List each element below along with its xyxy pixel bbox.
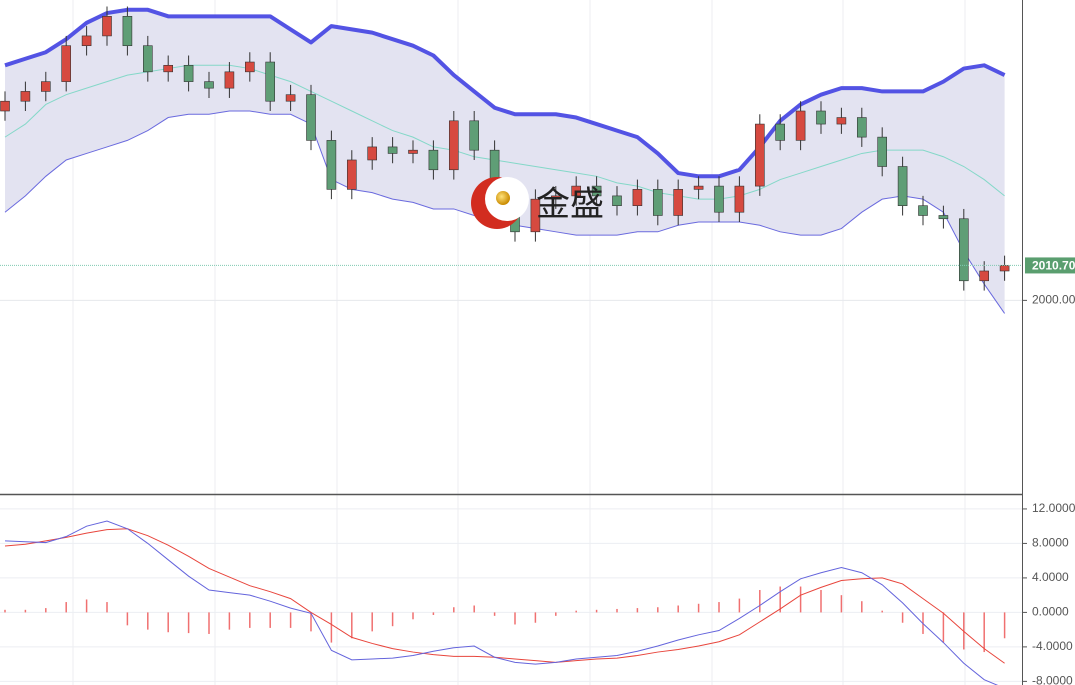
candle-body: [550, 195, 561, 200]
candle-body: [245, 61, 255, 73]
candle-body: [958, 218, 969, 282]
candle-body: [428, 149, 439, 171]
candle-body: [673, 189, 684, 216]
macd-line: [4, 520, 999, 685]
candle-body: [40, 81, 51, 92]
candle-body: [81, 35, 92, 47]
y-tick-label: 12.0000: [1032, 501, 1075, 515]
candle-body: [877, 136, 888, 167]
candle-body: [714, 185, 724, 213]
candle-body: [387, 146, 398, 154]
last-price-label: 2010.70: [1032, 259, 1075, 273]
candle-body: [591, 185, 602, 197]
y-tick-label: 0.0000: [1032, 605, 1069, 619]
candle-body: [102, 16, 112, 37]
y-tick-label: 4.0000: [1032, 570, 1069, 584]
candle-body: [367, 146, 378, 161]
candle-body: [285, 94, 296, 102]
candle-body: [795, 110, 806, 141]
candle-body: [918, 205, 928, 216]
candle-body: [938, 215, 949, 220]
candle-body: [693, 185, 704, 190]
last-price-tag: [1025, 257, 1075, 274]
watermark: 金盛: [471, 177, 604, 229]
candle-body: [652, 189, 663, 216]
candle-body: [265, 61, 276, 102]
candle-body: [999, 265, 1010, 272]
candle-body: [897, 166, 908, 206]
signal-line: [4, 528, 1005, 664]
candle-body: [20, 91, 31, 102]
candle-body: [0, 100, 10, 112]
watermark-text: 金盛: [536, 185, 604, 225]
y-tick-label: -4.0000: [1032, 639, 1073, 653]
candle-body: [612, 195, 622, 206]
candle-body: [571, 185, 582, 197]
candle-body: [754, 123, 765, 187]
candle-body: [632, 189, 643, 206]
y-tick-label: 8.0000: [1032, 536, 1069, 550]
candle-body: [734, 185, 745, 213]
y-tick-label: -8.0000: [1032, 674, 1073, 685]
candle-body: [836, 117, 847, 125]
upper-band: [4, 7, 1006, 179]
candle-body: [346, 159, 357, 190]
candle-body: [408, 149, 418, 154]
macd-panel: [0, 508, 1022, 685]
candle-body: [448, 120, 459, 171]
candle-body: [183, 64, 194, 82]
logo-ball: [496, 191, 510, 205]
candle-body: [816, 110, 826, 125]
candle-body: [469, 120, 480, 151]
candle-body: [530, 198, 541, 233]
candle-body: [224, 71, 235, 89]
candle-body: [143, 45, 153, 73]
axis-labels: 2000.00 2010.70 12.0000 8.0000 4.0000 0.0000 -…: [1022, 257, 1075, 685]
candle-body: [204, 81, 214, 89]
candle-body: [775, 123, 786, 141]
candle-body: [306, 94, 316, 141]
candle-body: [326, 140, 337, 190]
candle-body: [856, 117, 867, 138]
candle-body: [979, 270, 990, 282]
candle-body: [61, 45, 72, 82]
y-tick-label: 2000.00: [1032, 293, 1075, 307]
candle-body: [163, 64, 173, 73]
price-panel: [0, 6, 1022, 314]
candle-body: [122, 16, 133, 47]
